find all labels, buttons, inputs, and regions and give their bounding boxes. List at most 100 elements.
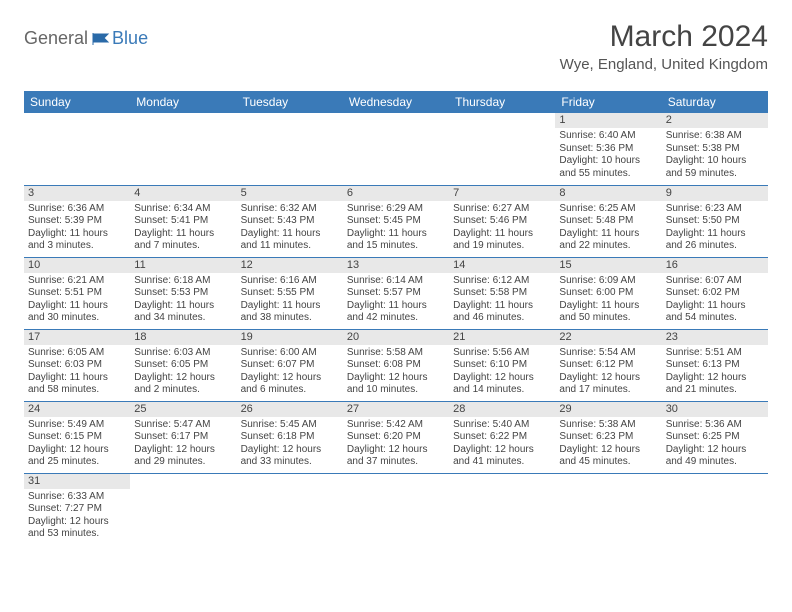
day-number: 23 — [662, 330, 768, 345]
calendar-cell: 31Sunrise: 6:33 AMSunset: 7:27 PMDayligh… — [24, 473, 130, 545]
calendar-cell — [343, 473, 449, 545]
calendar-cell — [237, 113, 343, 185]
day-data: Sunrise: 5:58 AMSunset: 6:08 PMDaylight:… — [343, 345, 449, 400]
day-sunset: Sunset: 6:03 PM — [28, 359, 126, 372]
day-number: 21 — [449, 330, 555, 345]
day-sunrise: Sunrise: 5:54 AM — [559, 347, 657, 360]
calendar-cell — [343, 113, 449, 185]
day-sunrise: Sunrise: 5:42 AM — [347, 419, 445, 432]
day-number: 27 — [343, 402, 449, 417]
day-data: Sunrise: 6:21 AMSunset: 5:51 PMDaylight:… — [24, 273, 130, 328]
day-data: Sunrise: 6:03 AMSunset: 6:05 PMDaylight:… — [130, 345, 236, 400]
day-sunset: Sunset: 6:02 PM — [666, 287, 764, 300]
day-sunset: Sunset: 6:10 PM — [453, 359, 551, 372]
calendar-cell: 30Sunrise: 5:36 AMSunset: 6:25 PMDayligh… — [662, 401, 768, 473]
day-daylight: Daylight: 12 hours and 21 minutes. — [666, 372, 764, 397]
day-daylight: Daylight: 11 hours and 3 minutes. — [28, 228, 126, 253]
logo-text-blue: Blue — [112, 28, 148, 49]
day-sunrise: Sunrise: 6:09 AM — [559, 275, 657, 288]
calendar-cell: 14Sunrise: 6:12 AMSunset: 5:58 PMDayligh… — [449, 257, 555, 329]
day-sunrise: Sunrise: 6:21 AM — [28, 275, 126, 288]
day-sunset: Sunset: 6:08 PM — [347, 359, 445, 372]
calendar-cell: 1Sunrise: 6:40 AMSunset: 5:36 PMDaylight… — [555, 113, 661, 185]
day-number: 11 — [130, 258, 236, 273]
calendar-cell: 6Sunrise: 6:29 AMSunset: 5:45 PMDaylight… — [343, 185, 449, 257]
calendar-cell: 19Sunrise: 6:00 AMSunset: 6:07 PMDayligh… — [237, 329, 343, 401]
day-sunset: Sunset: 6:07 PM — [241, 359, 339, 372]
day-number: 12 — [237, 258, 343, 273]
calendar-cell: 20Sunrise: 5:58 AMSunset: 6:08 PMDayligh… — [343, 329, 449, 401]
day-daylight: Daylight: 12 hours and 29 minutes. — [134, 444, 232, 469]
calendar-cell: 18Sunrise: 6:03 AMSunset: 6:05 PMDayligh… — [130, 329, 236, 401]
day-sunrise: Sunrise: 6:40 AM — [559, 130, 657, 143]
day-number: 1 — [555, 113, 661, 128]
day-sunrise: Sunrise: 6:33 AM — [28, 491, 126, 504]
calendar-cell: 29Sunrise: 5:38 AMSunset: 6:23 PMDayligh… — [555, 401, 661, 473]
day-sunset: Sunset: 6:20 PM — [347, 431, 445, 444]
calendar-body: 1Sunrise: 6:40 AMSunset: 5:36 PMDaylight… — [24, 113, 768, 545]
day-sunset: Sunset: 5:51 PM — [28, 287, 126, 300]
day-data: Sunrise: 6:36 AMSunset: 5:39 PMDaylight:… — [24, 201, 130, 256]
page-header: General Blue March 2024 Wye, England, Un… — [24, 20, 768, 73]
calendar-cell: 9Sunrise: 6:23 AMSunset: 5:50 PMDaylight… — [662, 185, 768, 257]
day-sunrise: Sunrise: 6:25 AM — [559, 203, 657, 216]
calendar-cell: 27Sunrise: 5:42 AMSunset: 6:20 PMDayligh… — [343, 401, 449, 473]
calendar-cell: 2Sunrise: 6:38 AMSunset: 5:38 PMDaylight… — [662, 113, 768, 185]
day-sunrise: Sunrise: 6:38 AM — [666, 130, 764, 143]
calendar-cell — [237, 473, 343, 545]
day-daylight: Daylight: 12 hours and 37 minutes. — [347, 444, 445, 469]
calendar-week: 31Sunrise: 6:33 AMSunset: 7:27 PMDayligh… — [24, 473, 768, 545]
calendar-cell: 11Sunrise: 6:18 AMSunset: 5:53 PMDayligh… — [130, 257, 236, 329]
day-sunrise: Sunrise: 6:14 AM — [347, 275, 445, 288]
day-number: 8 — [555, 186, 661, 201]
day-sunrise: Sunrise: 6:16 AM — [241, 275, 339, 288]
day-daylight: Daylight: 11 hours and 50 minutes. — [559, 300, 657, 325]
calendar-cell: 4Sunrise: 6:34 AMSunset: 5:41 PMDaylight… — [130, 185, 236, 257]
calendar-head: SundayMondayTuesdayWednesdayThursdayFrid… — [24, 91, 768, 113]
calendar-week: 17Sunrise: 6:05 AMSunset: 6:03 PMDayligh… — [24, 329, 768, 401]
day-number: 29 — [555, 402, 661, 417]
day-data: Sunrise: 6:00 AMSunset: 6:07 PMDaylight:… — [237, 345, 343, 400]
calendar-cell: 24Sunrise: 5:49 AMSunset: 6:15 PMDayligh… — [24, 401, 130, 473]
day-sunrise: Sunrise: 6:12 AM — [453, 275, 551, 288]
calendar-cell: 10Sunrise: 6:21 AMSunset: 5:51 PMDayligh… — [24, 257, 130, 329]
day-header: Friday — [555, 91, 661, 113]
calendar-week: 10Sunrise: 6:21 AMSunset: 5:51 PMDayligh… — [24, 257, 768, 329]
calendar-cell: 15Sunrise: 6:09 AMSunset: 6:00 PMDayligh… — [555, 257, 661, 329]
calendar-cell: 5Sunrise: 6:32 AMSunset: 5:43 PMDaylight… — [237, 185, 343, 257]
day-number: 5 — [237, 186, 343, 201]
day-number: 20 — [343, 330, 449, 345]
day-number: 30 — [662, 402, 768, 417]
day-daylight: Daylight: 12 hours and 10 minutes. — [347, 372, 445, 397]
day-data: Sunrise: 5:42 AMSunset: 6:20 PMDaylight:… — [343, 417, 449, 472]
day-daylight: Daylight: 10 hours and 59 minutes. — [666, 155, 764, 180]
calendar-table: SundayMondayTuesdayWednesdayThursdayFrid… — [24, 91, 768, 545]
title-block: March 2024 Wye, England, United Kingdom — [560, 20, 768, 73]
day-data: Sunrise: 6:25 AMSunset: 5:48 PMDaylight:… — [555, 201, 661, 256]
calendar-cell — [449, 473, 555, 545]
calendar-cell: 12Sunrise: 6:16 AMSunset: 5:55 PMDayligh… — [237, 257, 343, 329]
day-sunrise: Sunrise: 6:36 AM — [28, 203, 126, 216]
calendar-cell: 7Sunrise: 6:27 AMSunset: 5:46 PMDaylight… — [449, 185, 555, 257]
day-daylight: Daylight: 12 hours and 6 minutes. — [241, 372, 339, 397]
day-sunrise: Sunrise: 6:05 AM — [28, 347, 126, 360]
day-number: 31 — [24, 474, 130, 489]
month-title: March 2024 — [560, 20, 768, 54]
calendar-cell: 13Sunrise: 6:14 AMSunset: 5:57 PMDayligh… — [343, 257, 449, 329]
calendar-week: 24Sunrise: 5:49 AMSunset: 6:15 PMDayligh… — [24, 401, 768, 473]
day-sunrise: Sunrise: 5:58 AM — [347, 347, 445, 360]
day-daylight: Daylight: 11 hours and 19 minutes. — [453, 228, 551, 253]
day-sunrise: Sunrise: 6:34 AM — [134, 203, 232, 216]
day-data: Sunrise: 5:45 AMSunset: 6:18 PMDaylight:… — [237, 417, 343, 472]
logo-text-general: General — [24, 28, 88, 49]
day-data: Sunrise: 6:33 AMSunset: 7:27 PMDaylight:… — [24, 489, 130, 544]
day-sunrise: Sunrise: 5:47 AM — [134, 419, 232, 432]
day-sunset: Sunset: 6:25 PM — [666, 431, 764, 444]
day-number: 9 — [662, 186, 768, 201]
day-daylight: Daylight: 11 hours and 34 minutes. — [134, 300, 232, 325]
day-sunrise: Sunrise: 5:49 AM — [28, 419, 126, 432]
day-data: Sunrise: 5:47 AMSunset: 6:17 PMDaylight:… — [130, 417, 236, 472]
day-data: Sunrise: 5:36 AMSunset: 6:25 PMDaylight:… — [662, 417, 768, 472]
day-daylight: Daylight: 12 hours and 45 minutes. — [559, 444, 657, 469]
calendar-cell: 17Sunrise: 6:05 AMSunset: 6:03 PMDayligh… — [24, 329, 130, 401]
